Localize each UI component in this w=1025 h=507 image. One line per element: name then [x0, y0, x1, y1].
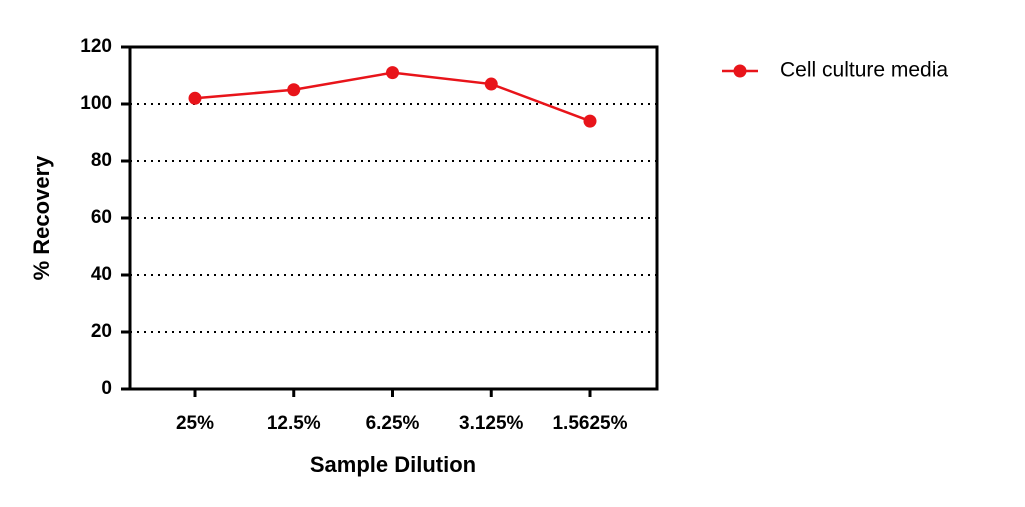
y-tick-label: 20: [91, 321, 112, 342]
y-tick-label: 100: [80, 93, 112, 114]
y-tick-label: 0: [101, 378, 112, 399]
y-axis-title: % Recovery: [29, 155, 54, 281]
x-axis-title: Sample Dilution: [310, 452, 476, 477]
legend-label: Cell culture media: [780, 59, 948, 82]
x-tick-label: 6.25%: [366, 413, 420, 434]
x-tick-label: 25%: [176, 413, 214, 434]
x-tick-label: 12.5%: [267, 413, 321, 434]
legend-marker: [733, 64, 747, 78]
y-tick-label: 60: [91, 207, 112, 228]
data-point: [583, 114, 597, 128]
plot-frame: [128, 45, 659, 391]
data-point: [484, 77, 498, 91]
data-point: [287, 83, 301, 97]
data-point: [386, 66, 399, 80]
y-tick-label: 80: [91, 150, 112, 171]
y-tick-label: 40: [91, 264, 112, 285]
x-tick-label: 1.5625%: [552, 413, 627, 434]
data-line: [194, 71, 591, 123]
data-point: [188, 91, 202, 105]
y-tick-label: 120: [80, 36, 112, 57]
x-tick-label: 3.125%: [459, 413, 524, 434]
